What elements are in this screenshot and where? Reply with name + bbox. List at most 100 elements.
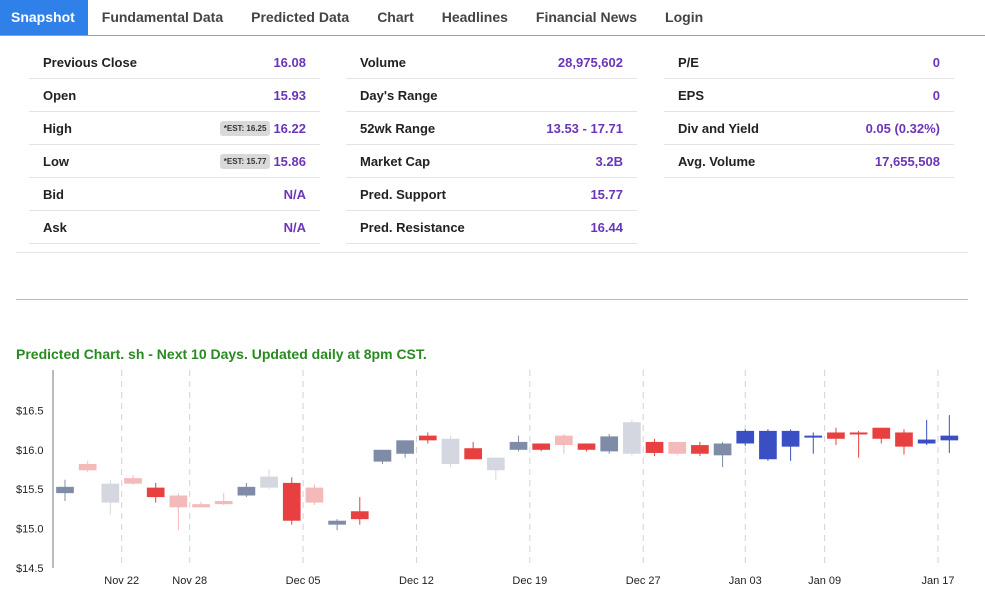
- label-pe: P/E: [678, 54, 699, 70]
- candle-body: [577, 443, 596, 450]
- row-low: Low *EST: 15.77 15.86: [29, 145, 320, 178]
- row-previous-close: Previous Close 16.08: [29, 46, 320, 79]
- value-open: 15.93: [273, 87, 306, 103]
- row-market-cap: Market Cap 3.2B: [346, 145, 637, 178]
- label-52wk-range: 52wk Range: [360, 120, 436, 136]
- row-open: Open 15.93: [29, 79, 320, 112]
- tab-financial-news[interactable]: Financial News: [535, 9, 638, 25]
- candle-body: [237, 486, 256, 496]
- candle-body: [464, 448, 482, 460]
- candle-body: [532, 443, 551, 450]
- value-ask: N/A: [283, 219, 306, 235]
- y-tick-label: $15.0: [16, 524, 44, 536]
- candle-body: [146, 487, 165, 498]
- value-high: 16.22: [273, 120, 306, 136]
- value-bid: N/A: [283, 186, 306, 202]
- candle-body: [56, 486, 74, 494]
- candle-body: [872, 427, 891, 439]
- label-eps: EPS: [678, 87, 705, 103]
- value-avg-volume: 17,655,508: [874, 153, 940, 169]
- candle-body: [555, 435, 573, 446]
- x-tick-label: Jan 09: [808, 575, 841, 587]
- candle-body: [78, 463, 97, 471]
- label-market-cap: Market Cap: [360, 153, 431, 169]
- candle-body: [736, 430, 755, 444]
- label-open: Open: [43, 87, 77, 103]
- tab-fundamental-data[interactable]: Fundamental Data: [101, 9, 224, 25]
- value-pred-support: 15.77: [590, 186, 623, 202]
- y-tick-label: $16.5: [16, 405, 44, 417]
- x-tick-label: Nov 28: [172, 575, 207, 587]
- row-eps: EPS 0: [664, 79, 954, 112]
- label-previous-close: Previous Close: [43, 54, 137, 70]
- row-high: High *EST: 16.25 16.22: [29, 112, 320, 145]
- label-volume: Volume: [360, 54, 406, 70]
- x-tick-label: Jan 17: [921, 575, 954, 587]
- y-tick-label: $14.5: [16, 563, 44, 575]
- label-pred-resistance: Pred. Resistance: [360, 219, 465, 235]
- row-div-yield: Div and Yield 0.05 (0.32%): [664, 112, 954, 145]
- candle-body: [486, 457, 505, 471]
- quote-column-3: P/E 0 EPS 0 Div and Yield 0.05 (0.32%) A…: [664, 46, 954, 178]
- chart-title: Predicted Chart. sh - Next 10 Days. Upda…: [16, 346, 427, 362]
- candle-body: [623, 422, 641, 454]
- x-tick-label: Dec 12: [399, 575, 434, 587]
- candle-body: [124, 478, 142, 484]
- value-volume: 28,975,602: [557, 54, 623, 70]
- candle-body: [282, 482, 301, 521]
- x-tick-label: Dec 19: [512, 575, 547, 587]
- low-estimate-badge: *EST: 15.77: [219, 153, 271, 169]
- candle-body: [169, 495, 188, 508]
- candle-body: [396, 440, 414, 454]
- candle-body: [691, 445, 709, 454]
- candle-body: [781, 430, 800, 447]
- candle-body: [645, 441, 664, 453]
- candle-body: [101, 483, 120, 503]
- candle-body: [350, 511, 369, 520]
- value-market-cap: 3.2B: [595, 153, 623, 169]
- candle-body: [260, 476, 278, 488]
- candle-body: [917, 439, 936, 444]
- tab-predicted-data[interactable]: Predicted Data: [251, 9, 350, 25]
- value-pe: 0: [932, 54, 940, 70]
- candle-body: [759, 430, 777, 460]
- candle-body: [600, 436, 619, 452]
- label-ask: Ask: [43, 219, 67, 235]
- row-pe: P/E 0: [664, 46, 954, 79]
- label-days-range: Day's Range: [360, 87, 438, 103]
- candle-body: [418, 435, 437, 441]
- value-eps: 0: [932, 87, 940, 103]
- label-bid: Bid: [43, 186, 64, 202]
- candle-body: [441, 438, 460, 464]
- candle-body: [713, 443, 732, 456]
- row-volume: Volume 28,975,602: [346, 46, 637, 79]
- value-pred-resistance: 16.44: [590, 219, 623, 235]
- candle-body: [214, 501, 233, 505]
- value-low: 15.86: [273, 153, 306, 169]
- candle-body: [940, 435, 959, 441]
- tab-headlines[interactable]: Headlines: [441, 9, 508, 25]
- label-pred-support: Pred. Support: [360, 186, 446, 202]
- x-tick-label: Nov 22: [104, 575, 139, 587]
- y-tick-label: $15.5: [16, 484, 44, 496]
- candle-body: [192, 504, 210, 508]
- x-tick-label: Dec 05: [286, 575, 321, 587]
- quote-column-2: Volume 28,975,602 Day's Range 52wk Range…: [346, 46, 637, 244]
- tab-chart[interactable]: Chart: [377, 9, 414, 25]
- row-ask: Ask N/A: [29, 211, 320, 244]
- label-div-yield: Div and Yield: [678, 120, 759, 136]
- row-52wk-range: 52wk Range 13.53 - 17.71: [346, 112, 637, 145]
- tab-snapshot[interactable]: Snapshot: [0, 0, 88, 35]
- tab-login[interactable]: Login: [665, 9, 704, 25]
- label-high: High: [43, 120, 72, 136]
- candle-body: [373, 449, 392, 462]
- row-pred-resistance: Pred. Resistance 16.44: [346, 211, 637, 244]
- candle-body: [509, 441, 528, 450]
- candle-body: [328, 520, 346, 525]
- y-tick-label: $16.0: [16, 445, 44, 457]
- high-estimate-badge: *EST: 16.25: [219, 120, 271, 136]
- divider: [16, 252, 968, 253]
- row-avg-volume: Avg. Volume 17,655,508: [664, 145, 954, 178]
- x-tick-label: Dec 27: [626, 575, 661, 587]
- candlestick-chart: $16.5 $16.0 $15.5 $15.0 $14.5 Nov 22 Nov 28 Dec…: [16, 370, 959, 587]
